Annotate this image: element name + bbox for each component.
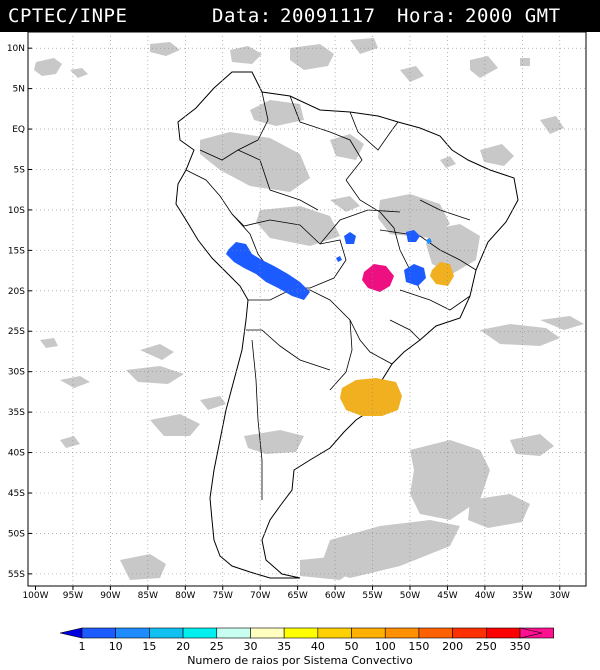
colorbar-swatch	[418, 627, 453, 639]
lightning-cluster-cb-west	[344, 232, 356, 244]
colorbar-label: 200	[442, 640, 463, 653]
colorbar-swatch	[486, 627, 521, 639]
title-bar: CPTEC/INPE Data: 20091117 Hora: 2000 GMT	[0, 0, 600, 32]
colorbar-label: 35	[277, 640, 291, 653]
colorbar-label: 250	[476, 640, 497, 653]
colorbar-swatch	[216, 627, 251, 639]
colorbar-swatch	[384, 627, 420, 639]
colorbar-label: 20	[176, 640, 190, 653]
lat-tick-label: 5S	[14, 165, 26, 175]
colorbar-swatch	[452, 627, 487, 639]
colorbar-label: 30	[243, 640, 257, 653]
lon-tick-label: 95W	[63, 591, 83, 601]
lon-tick-label: 70W	[250, 591, 270, 601]
date-value: 20091117	[280, 5, 376, 27]
agency-label: CPTEC/INPE	[8, 5, 128, 27]
lon-tick-label: 40W	[475, 591, 495, 601]
latitude-axis: 10N 5N EQ 5S 10S 15S 20S 25S 30S 35S 40S 45S 50S 55S	[7, 44, 32, 580]
time-value: 2000 GMT	[465, 5, 561, 27]
lon-tick-label: 45W	[437, 591, 457, 601]
graticule	[28, 32, 586, 586]
colorbar-label: 1	[79, 640, 86, 653]
lon-tick-label: 85W	[138, 591, 158, 601]
lightning-cluster-minas	[430, 262, 454, 286]
lon-tick-label: 80W	[175, 591, 195, 601]
lightning-cluster-cb-north	[406, 230, 420, 242]
colorbar-label: 15	[142, 640, 156, 653]
colorbar-caption: Numero de raios por Sistema Convectivo	[187, 654, 413, 667]
lat-tick-label: 40S	[8, 449, 25, 459]
longitude-axis: 100W 95W 90W 85W 80W 75W 70W 65W 60W 55W 50W 45W 40W…	[22, 586, 570, 601]
lat-tick-label: 25S	[8, 327, 25, 337]
colorbar-swatch	[283, 627, 319, 639]
lon-tick-label: 35W	[512, 591, 532, 601]
lat-tick-label: 45S	[8, 489, 25, 499]
lon-tick-label: 90W	[100, 591, 120, 601]
time-label: Hora:	[397, 5, 457, 27]
colorbar-label: 350	[510, 640, 531, 653]
lat-tick-label: 35S	[8, 408, 25, 418]
colorbar-label: 150	[408, 640, 429, 653]
colorbar-swatch	[149, 627, 184, 639]
colorbar: 1 10 15 20 25 30 35 40 50 100 150 200 250 350	[59, 627, 554, 653]
colorbar-min-arrow	[59, 627, 83, 639]
lat-tick-label: 20S	[8, 287, 25, 297]
lon-tick-label: 30W	[550, 591, 570, 601]
colorbar-label: 40	[311, 640, 325, 653]
colorbar-label: 10	[109, 640, 123, 653]
colorbar-label: 100	[375, 640, 396, 653]
lat-tick-label: 55S	[8, 570, 25, 580]
lon-tick-label: 100W	[22, 591, 48, 601]
date-label: Data:	[212, 5, 272, 27]
lon-tick-label: 55W	[362, 591, 382, 601]
south-america-coast	[175, 71, 519, 579]
lightning-clusters	[226, 230, 454, 416]
colorbar-max-arrow	[519, 627, 543, 639]
lat-tick-label: 10N	[7, 44, 25, 54]
lat-tick-label: EQ	[12, 125, 25, 135]
lat-tick-label: 50S	[8, 529, 25, 539]
continent-outline	[175, 71, 519, 579]
lon-tick-label: 75W	[213, 591, 233, 601]
colorbar-label: 25	[210, 640, 224, 653]
cloud-cover	[34, 38, 584, 580]
colorbar-swatch	[250, 627, 285, 639]
colorbar-swatch	[317, 627, 352, 639]
lon-tick-label: 65W	[287, 591, 307, 601]
colorbar-swatch	[115, 627, 150, 639]
lightning-cluster-goias-east	[404, 264, 426, 286]
colorbar-label: 50	[345, 640, 359, 653]
colorbar-swatch	[351, 627, 386, 639]
lat-tick-label: 5N	[13, 85, 25, 95]
lightning-cluster-andes	[226, 242, 310, 300]
colorbar-swatch	[182, 627, 218, 639]
lightning-cluster-mato-grosso	[362, 264, 394, 292]
lat-tick-label: 30S	[8, 368, 25, 378]
lon-tick-label: 60W	[325, 591, 345, 601]
lat-tick-label: 10S	[8, 206, 25, 216]
lightning-cluster-uruguay	[340, 378, 402, 416]
lat-tick-label: 15S	[8, 246, 25, 256]
lon-tick-label: 50W	[400, 591, 420, 601]
colorbar-swatch	[81, 627, 116, 639]
